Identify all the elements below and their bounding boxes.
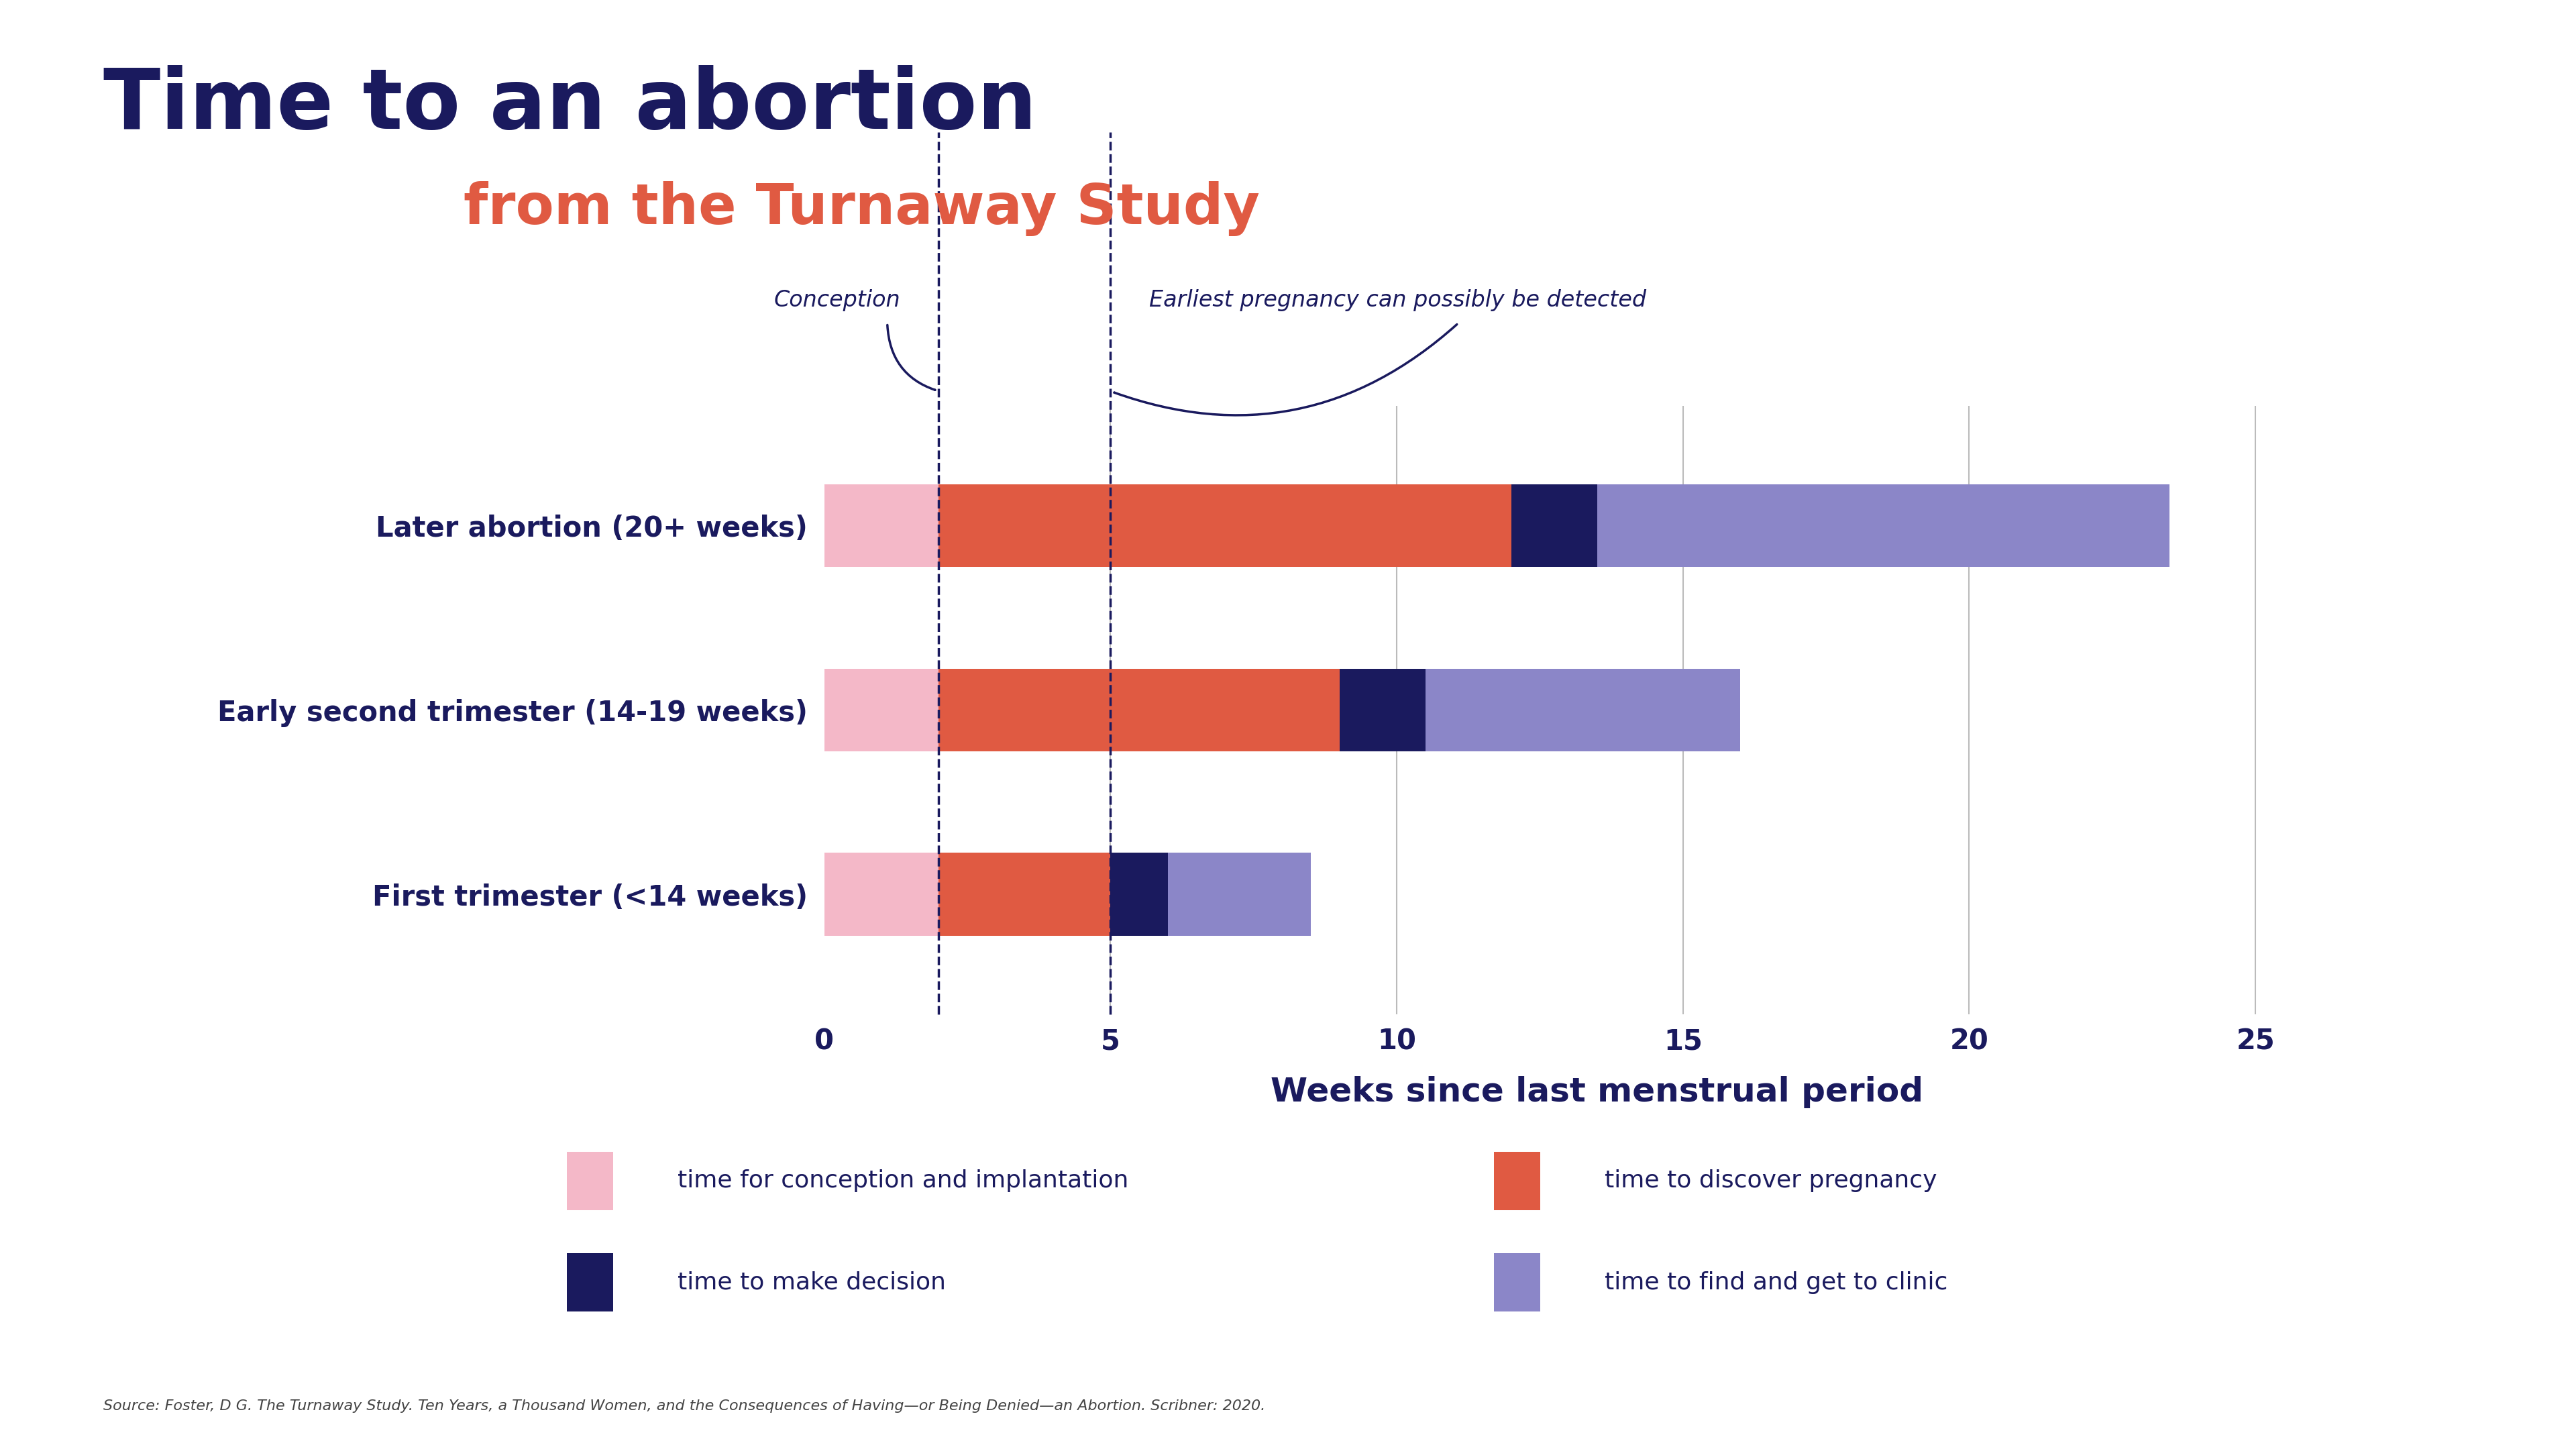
- X-axis label: Weeks since last menstrual period: Weeks since last menstrual period: [1270, 1077, 1924, 1108]
- Text: from the Turnaway Study: from the Turnaway Study: [464, 181, 1260, 236]
- Bar: [938, 853, 1110, 936]
- Text: time to make decision: time to make decision: [677, 1271, 945, 1294]
- Bar: [1340, 668, 1425, 752]
- Bar: [938, 668, 1340, 752]
- Bar: [824, 668, 938, 752]
- Bar: [1512, 484, 1597, 567]
- Text: time for conception and implantation: time for conception and implantation: [677, 1169, 1128, 1193]
- Bar: [1425, 668, 1741, 752]
- Text: Conception: Conception: [773, 290, 899, 312]
- Bar: [824, 484, 938, 567]
- Bar: [1110, 853, 1167, 936]
- Text: Time to an abortion: Time to an abortion: [103, 65, 1036, 146]
- Text: Earliest pregnancy can possibly be detected: Earliest pregnancy can possibly be detec…: [1149, 290, 1646, 312]
- Bar: [824, 853, 938, 936]
- Bar: [938, 484, 1512, 567]
- Text: time to discover pregnancy: time to discover pregnancy: [1605, 1169, 1937, 1193]
- Text: Source: Foster, D G. The Turnaway Study. Ten Years, a Thousand Women, and the Co: Source: Foster, D G. The Turnaway Study.…: [103, 1400, 1265, 1413]
- Bar: [1597, 484, 2169, 567]
- Bar: [1167, 853, 1311, 936]
- Text: time to find and get to clinic: time to find and get to clinic: [1605, 1271, 1947, 1294]
